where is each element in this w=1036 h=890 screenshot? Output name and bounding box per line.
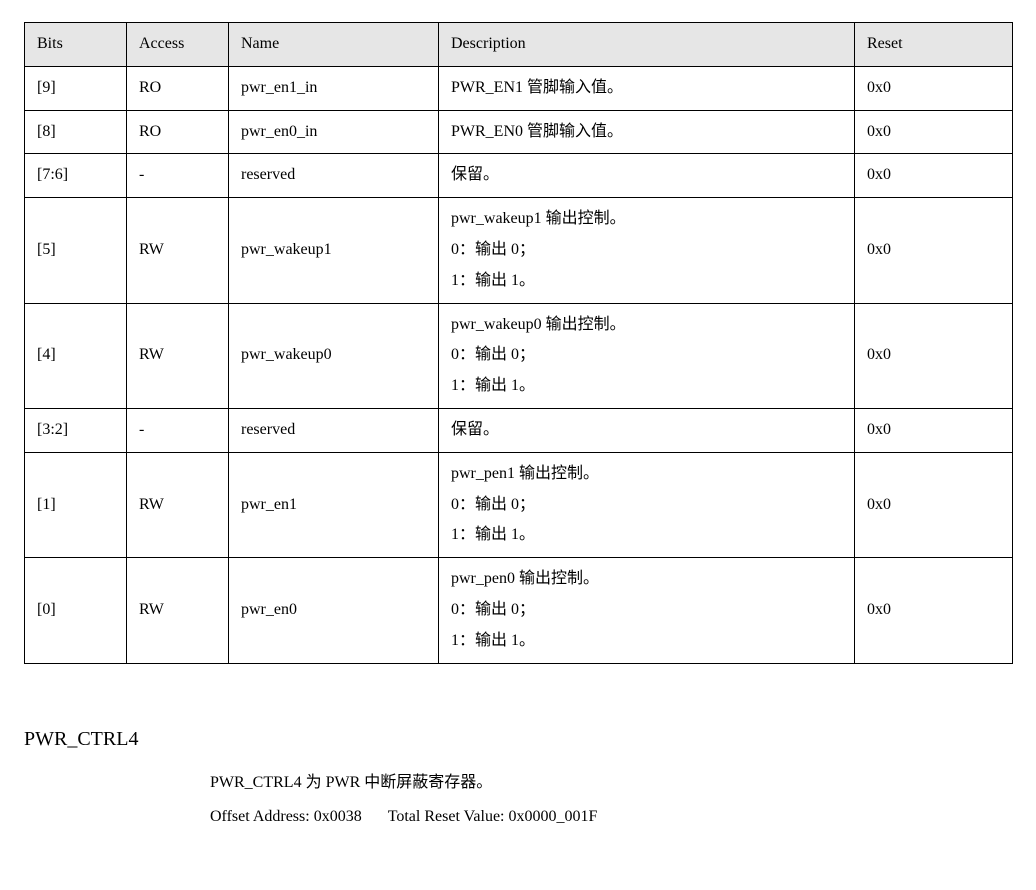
- cell-description: pwr_wakeup1 输出控制。 0：输出 0； 1：输出 1。: [439, 198, 855, 303]
- cell-access: -: [127, 408, 229, 452]
- cell-access: RW: [127, 198, 229, 303]
- cell-description: pwr_pen0 输出控制。 0：输出 0； 1：输出 1。: [439, 558, 855, 663]
- table-header-row: Bits Access Name Description Reset: [25, 23, 1013, 67]
- cell-bits: [4]: [25, 303, 127, 408]
- cell-bits: [8]: [25, 110, 127, 154]
- cell-reset: 0x0: [855, 198, 1013, 303]
- desc-line: 保留。: [451, 418, 844, 443]
- cell-access: RW: [127, 303, 229, 408]
- table-row: [1]RWpwr_en1 pwr_pen1 输出控制。 0：输出 0； 1：输出 1。…: [25, 452, 1013, 557]
- cell-access: -: [127, 154, 229, 198]
- section-body: PWR_CTRL4 为 PWR 中断屏蔽寄存器。 Offset Address:…: [210, 769, 1012, 833]
- section-title: PWR_CTRL4: [24, 728, 1012, 751]
- cell-name: pwr_en0: [229, 558, 439, 663]
- desc-line: 0：输出 0；: [451, 238, 844, 263]
- cell-description: 保留。: [439, 408, 855, 452]
- cell-name: pwr_wakeup1: [229, 198, 439, 303]
- cell-reset: 0x0: [855, 66, 1013, 110]
- offset-address: Offset Address: 0x0038: [210, 808, 362, 825]
- desc-line: 0：输出 0；: [451, 598, 844, 623]
- cell-reset: 0x0: [855, 558, 1013, 663]
- cell-bits: [5]: [25, 198, 127, 303]
- cell-reset: 0x0: [855, 110, 1013, 154]
- table-row: [4]RWpwr_wakeup0 pwr_wakeup0 输出控制。 0：输出 0；…: [25, 303, 1013, 408]
- col-header-access: Access: [127, 23, 229, 67]
- table-row: [5]RWpwr_wakeup1 pwr_wakeup1 输出控制。 0：输出 0；…: [25, 198, 1013, 303]
- cell-access: RW: [127, 452, 229, 557]
- desc-line: 保留。: [451, 163, 844, 188]
- cell-description: PWR_EN1 管脚输入值。: [439, 66, 855, 110]
- desc-line: 0：输出 0；: [451, 493, 844, 518]
- section-desc-line: PWR_CTRL4 为 PWR 中断屏蔽寄存器。: [210, 769, 1012, 798]
- desc-line: PWR_EN0 管脚输入值。: [451, 120, 844, 145]
- col-header-desc: Description: [439, 23, 855, 67]
- cell-bits: [7:6]: [25, 154, 127, 198]
- desc-line: 1：输出 1。: [451, 374, 844, 399]
- cell-bits: [9]: [25, 66, 127, 110]
- desc-line: pwr_pen0 输出控制。: [451, 567, 844, 592]
- cell-name: reserved: [229, 408, 439, 452]
- desc-line: pwr_wakeup1 输出控制。: [451, 207, 844, 232]
- desc-line: pwr_pen1 输出控制。: [451, 462, 844, 487]
- cell-description: 保留。: [439, 154, 855, 198]
- table-row: [8]ROpwr_en0_in PWR_EN0 管脚输入值。 0x0: [25, 110, 1013, 154]
- desc-line: PWR_EN1 管脚输入值。: [451, 76, 844, 101]
- cell-name: pwr_en1: [229, 452, 439, 557]
- cell-name: pwr_en0_in: [229, 110, 439, 154]
- table-body: [9]ROpwr_en1_inPWR_EN1 管脚输入值。0x0[8]ROpwr…: [25, 66, 1013, 663]
- col-header-reset: Reset: [855, 23, 1013, 67]
- cell-description: PWR_EN0 管脚输入值。: [439, 110, 855, 154]
- desc-line: 1：输出 1。: [451, 523, 844, 548]
- cell-access: RW: [127, 558, 229, 663]
- cell-description: pwr_pen1 输出控制。 0：输出 0； 1：输出 1。: [439, 452, 855, 557]
- cell-bits: [3:2]: [25, 408, 127, 452]
- cell-description: pwr_wakeup0 输出控制。 0：输出 0； 1：输出 1。: [439, 303, 855, 408]
- desc-line: pwr_wakeup0 输出控制。: [451, 313, 844, 338]
- cell-reset: 0x0: [855, 303, 1013, 408]
- col-header-bits: Bits: [25, 23, 127, 67]
- total-reset-value: Total Reset Value: 0x0000_001F: [388, 808, 598, 825]
- section-offset-reset: Offset Address: 0x0038 Total Reset Value:…: [210, 803, 1012, 832]
- cell-bits: [1]: [25, 452, 127, 557]
- cell-reset: 0x0: [855, 452, 1013, 557]
- table-row: [7:6]-reserved 保留。 0x0: [25, 154, 1013, 198]
- desc-line: 1：输出 1。: [451, 629, 844, 654]
- cell-name: pwr_wakeup0: [229, 303, 439, 408]
- cell-access: RO: [127, 66, 229, 110]
- register-table: Bits Access Name Description Reset [9]RO…: [24, 22, 1013, 664]
- cell-bits: [0]: [25, 558, 127, 663]
- table-row: [0]RWpwr_en0 pwr_pen0 输出控制。 0：输出 0； 1：输出 1。…: [25, 558, 1013, 663]
- cell-reset: 0x0: [855, 154, 1013, 198]
- cell-name: reserved: [229, 154, 439, 198]
- cell-name: pwr_en1_in: [229, 66, 439, 110]
- col-header-name: Name: [229, 23, 439, 67]
- cell-reset: 0x0: [855, 408, 1013, 452]
- cell-access: RO: [127, 110, 229, 154]
- desc-line: 0：输出 0；: [451, 343, 844, 368]
- desc-line: 1：输出 1。: [451, 269, 844, 294]
- table-row: [9]ROpwr_en1_in PWR_EN1 管脚输入值。 0x0: [25, 66, 1013, 110]
- table-row: [3:2]-reserved 保留。 0x0: [25, 408, 1013, 452]
